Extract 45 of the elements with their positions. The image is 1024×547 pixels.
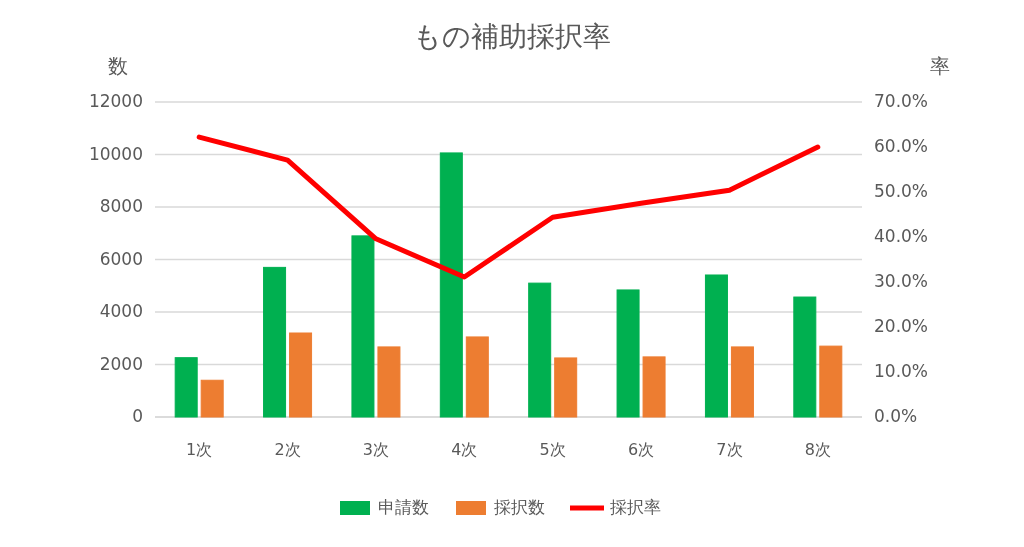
y2-tick-label: 40.0%: [874, 226, 929, 246]
y-tick-label: 12000: [88, 91, 143, 111]
y2-tick-label: 70.0%: [874, 91, 929, 111]
bar: [465, 336, 489, 418]
bar: [200, 379, 224, 418]
bar: [528, 282, 552, 418]
y-tick-label: 4000: [99, 301, 143, 321]
bar: [263, 266, 287, 418]
bar: [704, 274, 728, 418]
y2-tick-label: 50.0%: [874, 181, 929, 201]
x-tick-label: 7次: [716, 439, 743, 459]
x-tick-label: 8次: [804, 439, 831, 459]
bar: [554, 357, 578, 418]
bar: [174, 357, 198, 418]
legend-label: 採択率: [610, 497, 661, 517]
bar: [289, 332, 313, 418]
legend-label: 採択数: [494, 497, 545, 517]
y-tick-label: 0: [132, 406, 143, 426]
y2-tick-label: 30.0%: [874, 271, 929, 291]
y2-tick-label: 0.0%: [874, 406, 918, 426]
bar: [819, 345, 843, 418]
y-axis-title: 数: [108, 53, 128, 78]
y-tick-label: 2000: [99, 353, 143, 374]
y2-axis-title: 率: [930, 53, 950, 78]
bar: [730, 346, 754, 418]
y2-tick-label: 10.0%: [874, 361, 929, 381]
chart-title: もの補助採択率: [413, 20, 611, 53]
x-tick-label: 1次: [186, 439, 213, 459]
x-tick-label: 6次: [627, 439, 655, 459]
bar: [439, 152, 463, 418]
x-tick-label: 5次: [539, 439, 566, 459]
x-tick-label: 3次: [362, 439, 390, 459]
x-tick-label: 2次: [274, 439, 301, 459]
bar: [377, 346, 401, 418]
x-tick-label: 4次: [451, 439, 478, 459]
y-tick-label: 6000: [99, 248, 143, 269]
bar: [793, 296, 817, 418]
y2-tick-label: 20.0%: [874, 316, 929, 336]
bar: [351, 235, 375, 418]
y2-tick-label: 60.0%: [874, 136, 929, 156]
bar: [616, 289, 640, 418]
y-tick-label: 8000: [99, 196, 143, 216]
legend-label: 申請数: [378, 497, 429, 517]
bar: [642, 356, 666, 418]
y-tick-label: 10000: [88, 143, 143, 164]
